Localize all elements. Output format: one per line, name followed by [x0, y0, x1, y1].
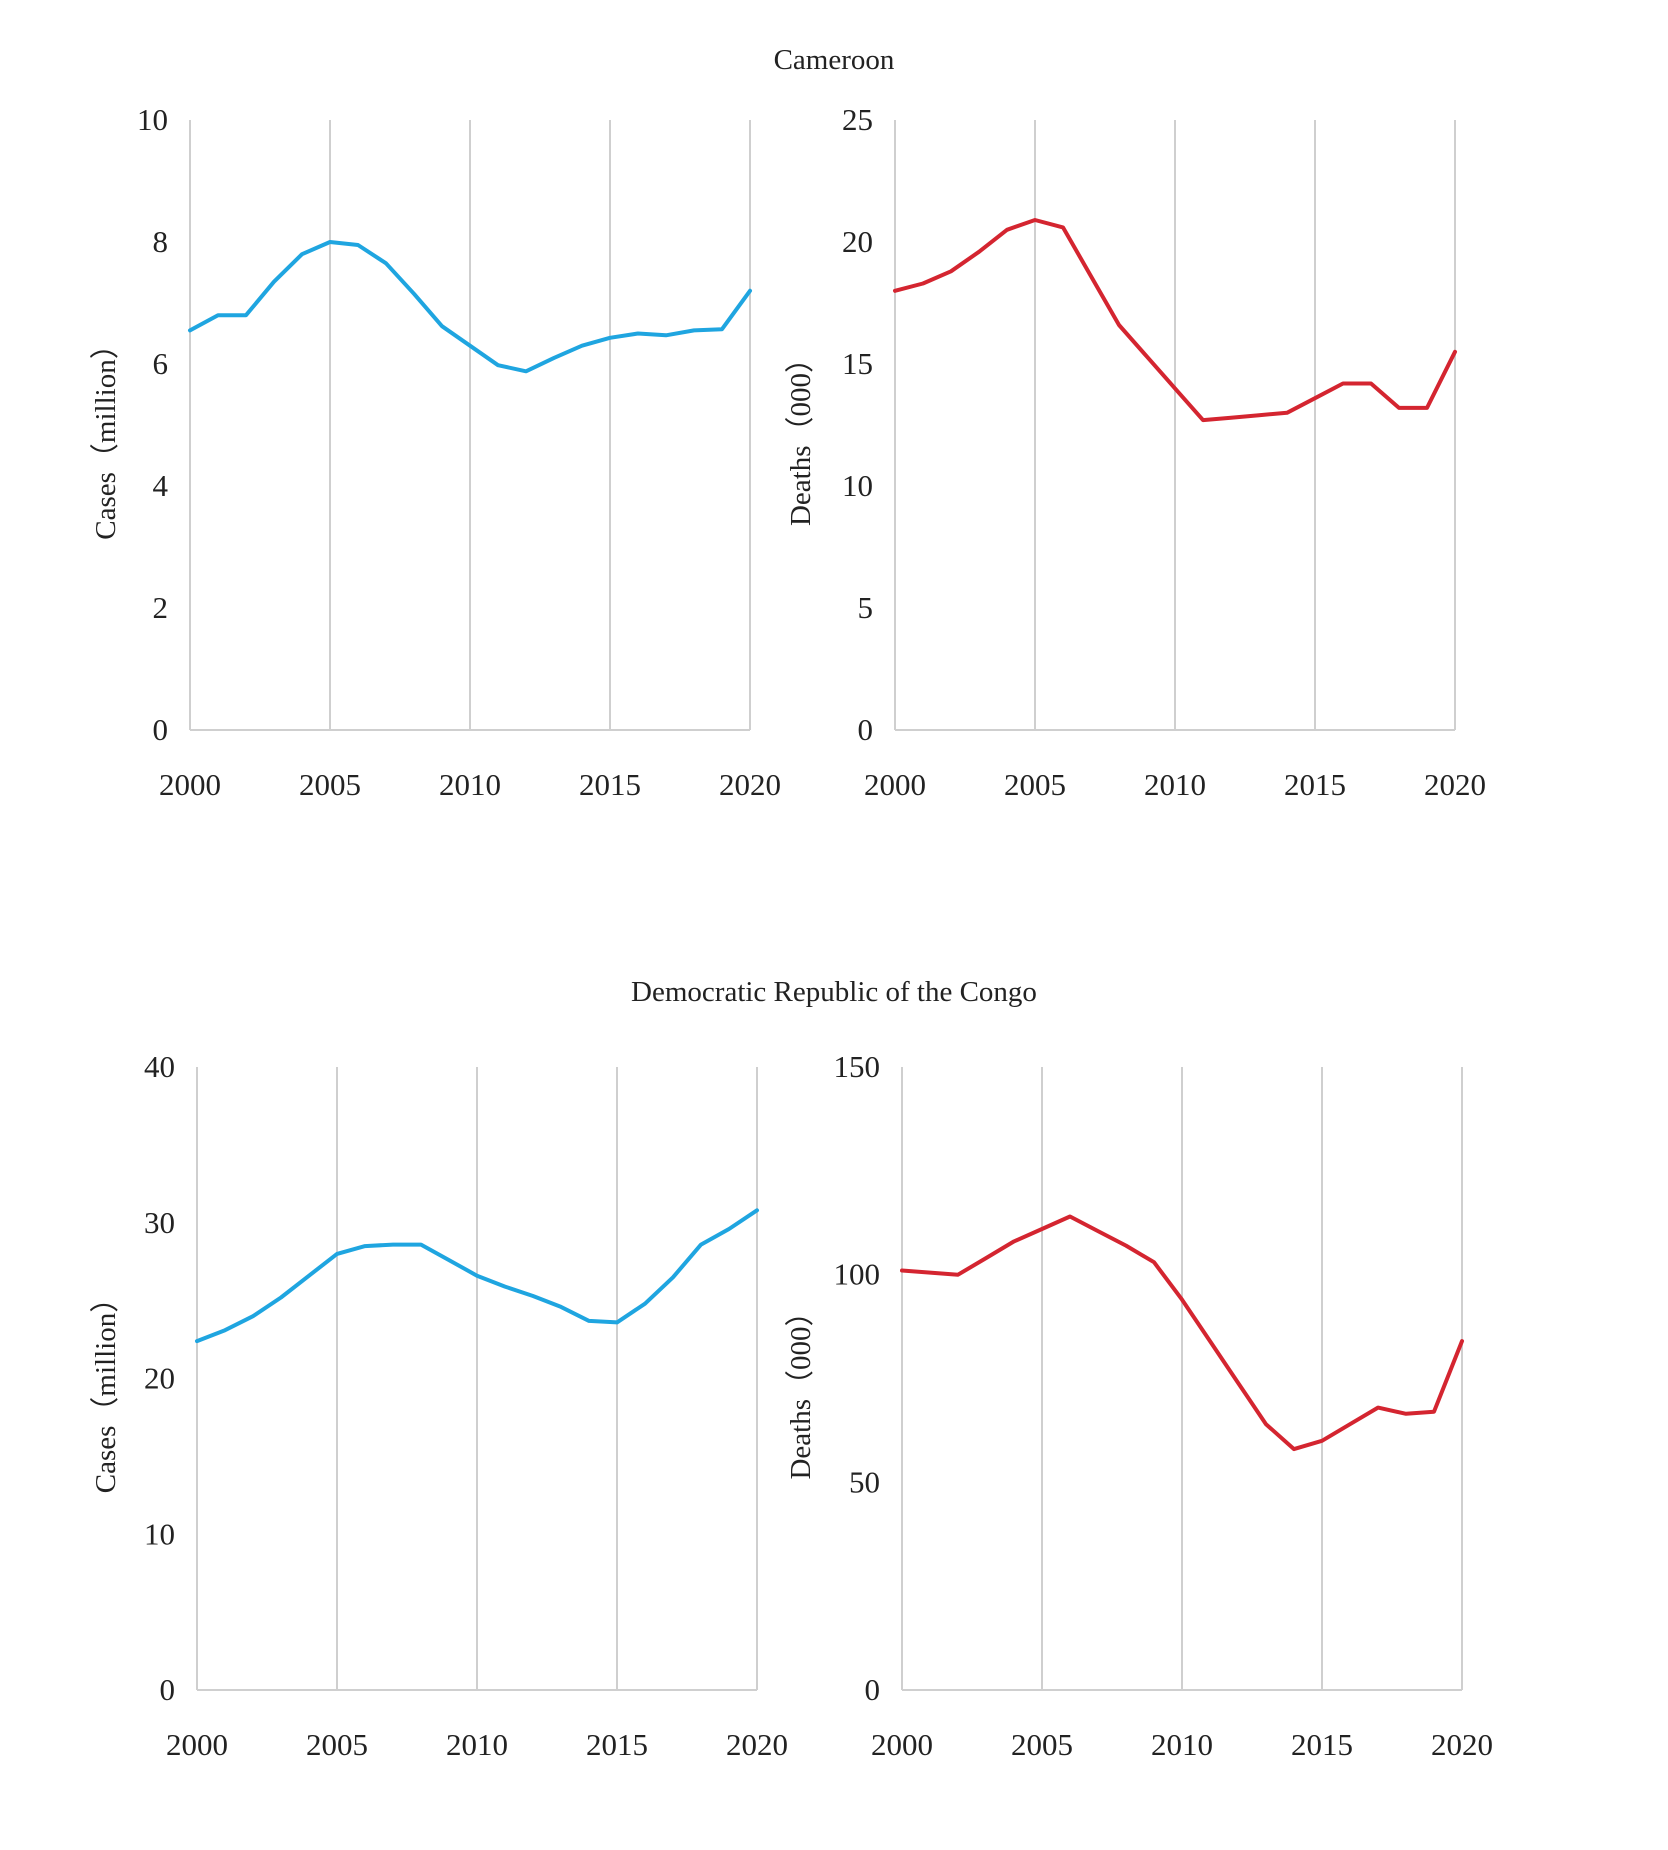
cameroon-cases-y-axis-label: Cases（million） [90, 330, 122, 539]
cameroon-cases-y-tick-0: 0 [153, 712, 169, 747]
cameroon-deaths-y-tick-20: 20 [842, 224, 873, 259]
cameroon-cases-x-tick-2015: 2015 [579, 767, 641, 802]
drc-cases-x-tick-2020: 2020 [726, 1727, 788, 1762]
drc-cases-x-tick-2010: 2010 [446, 1727, 508, 1762]
drc-deaths-x-tick-2010: 2010 [1151, 1727, 1213, 1762]
drc-cases-y-tick-0: 0 [160, 1672, 176, 1707]
drc-cases-x-tick-2005: 2005 [306, 1727, 368, 1762]
cameroon-deaths-x-tick-2010: 2010 [1144, 767, 1206, 802]
cameroon-cases-y-tick-4: 4 [153, 468, 169, 503]
group-title-drc: Democratic Republic of the Congo [631, 976, 1037, 1008]
cameroon-cases-x-tick-2005: 2005 [299, 767, 361, 802]
cameroon-deaths-y-tick-25: 25 [842, 102, 873, 137]
drc-deaths-y-axis-label: Deaths（000） [785, 1297, 817, 1479]
drc-cases-y-tick-30: 30 [144, 1205, 175, 1240]
drc-deaths-x-tick-2015: 2015 [1291, 1727, 1353, 1762]
cameroon-cases-x-tick-2020: 2020 [719, 767, 781, 802]
cameroon-cases-x-tick-2010: 2010 [439, 767, 501, 802]
cameroon-cases-series-line [188, 240, 752, 374]
cameroon-deaths-y-tick-5: 5 [858, 590, 874, 625]
drc-cases-y-axis-label: Cases（million） [90, 1284, 122, 1493]
drc-deaths-y-tick-0: 0 [865, 1672, 881, 1707]
group-title-cameroon: Cameroon [773, 44, 895, 76]
cameroon-cases-y-tick-10: 10 [137, 102, 168, 137]
cameroon-cases-y-tick-8: 8 [153, 224, 169, 259]
drc-deaths-series-line [900, 1214, 1464, 1452]
cameroon-deaths-y-axis-label: Deaths（000） [785, 344, 817, 526]
drc-cases-x-tick-2015: 2015 [586, 1727, 648, 1762]
cameroon-deaths-x-tick-2015: 2015 [1284, 767, 1346, 802]
drc-cases-x-tick-2000: 2000 [166, 1727, 228, 1762]
drc-deaths-y-tick-100: 100 [834, 1257, 881, 1292]
drc-cases-y-tick-20: 20 [144, 1361, 175, 1396]
cameroon-cases-y-tick-2: 2 [153, 590, 169, 625]
cameroon-cases-y-tick-6: 6 [153, 346, 169, 381]
cameroon-deaths-x-tick-2005: 2005 [1004, 767, 1066, 802]
drc-cases-series-line [195, 1208, 759, 1344]
drc-cases-y-tick-10: 10 [144, 1516, 175, 1551]
cameroon-deaths-x-tick-2000: 2000 [864, 767, 926, 802]
cameroon-cases-x-tick-2000: 2000 [159, 767, 221, 802]
drc-deaths-x-tick-2005: 2005 [1011, 1727, 1073, 1762]
drc-deaths-y-tick-50: 50 [849, 1464, 880, 1499]
cameroon-deaths-x-tick-2020: 2020 [1424, 767, 1486, 802]
cameroon-deaths-y-tick-15: 15 [842, 346, 873, 381]
drc-deaths-x-tick-2020: 2020 [1431, 1727, 1493, 1762]
cameroon-deaths-series-line [893, 218, 1457, 423]
cameroon-deaths-y-tick-10: 10 [842, 468, 873, 503]
cameroon-deaths-y-tick-0: 0 [858, 712, 874, 747]
drc-deaths-x-tick-2000: 2000 [871, 1727, 933, 1762]
drc-deaths-y-tick-150: 150 [834, 1049, 881, 1084]
drc-cases-y-tick-40: 40 [144, 1049, 175, 1084]
